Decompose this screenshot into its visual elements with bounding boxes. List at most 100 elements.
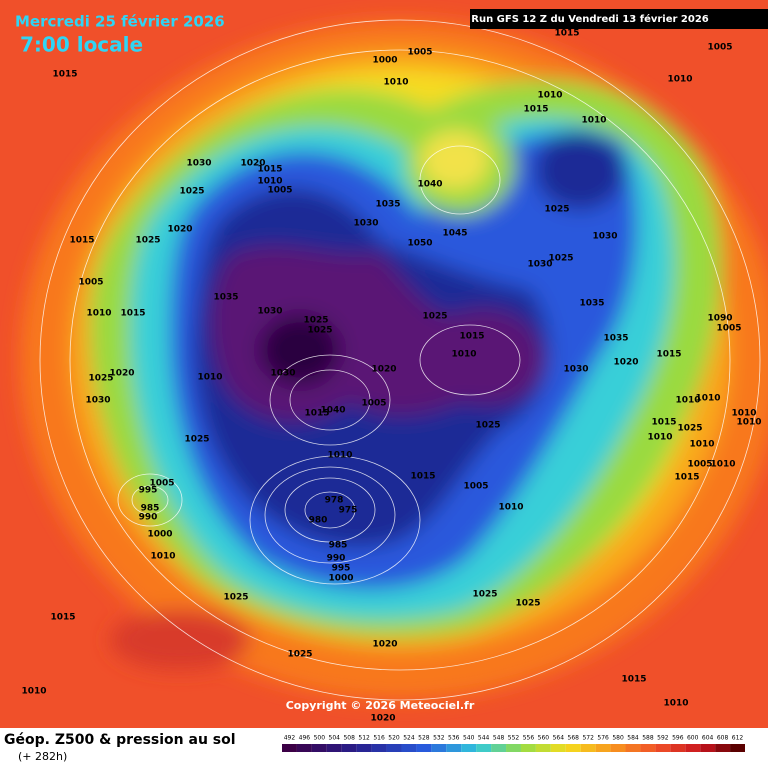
- pressure-label: 978: [325, 496, 344, 506]
- pressure-label: 1005: [78, 278, 103, 288]
- pressure-label: 1040: [417, 180, 442, 190]
- scale-label: 512: [358, 735, 370, 742]
- scale-label: 608: [717, 735, 729, 742]
- scale-label: 612: [732, 735, 744, 742]
- scale-swatch: [580, 744, 596, 752]
- pressure-label: 1010: [197, 373, 222, 383]
- legend-title: Géop. Z500 & pression au sol: [4, 732, 236, 748]
- pressure-label: 1010: [86, 309, 111, 319]
- scale-label: 520: [388, 735, 400, 742]
- scale-label: 500: [314, 735, 326, 742]
- scale-swatch: [282, 744, 297, 752]
- scale-label: 580: [612, 735, 624, 742]
- pressure-label: 1005: [267, 186, 292, 196]
- scale-swatch: [371, 744, 387, 752]
- pressure-label: 1025: [135, 236, 160, 246]
- scale-swatch: [520, 744, 536, 752]
- pressure-label: 1025: [677, 424, 702, 434]
- pressure-label: 1035: [375, 200, 400, 210]
- pressure-label: 1025: [472, 590, 497, 600]
- pressure-label: 1010: [689, 440, 714, 450]
- pressure-label: 1030: [85, 396, 110, 406]
- scale-swatch: [595, 744, 611, 752]
- pressure-label: 1010: [647, 433, 672, 443]
- scale-swatch: [356, 744, 372, 752]
- pressure-label: 1000: [328, 574, 353, 584]
- scale-label: 592: [657, 735, 669, 742]
- pressure-label: 1025: [88, 374, 113, 384]
- pressure-label: 1020: [370, 714, 395, 724]
- scale-label: 536: [448, 735, 460, 742]
- pressure-label: 1005: [687, 460, 712, 470]
- pressure-label: 1025: [184, 435, 209, 445]
- scale-label: 492: [284, 735, 296, 742]
- pressure-label: 1015: [523, 105, 548, 115]
- color-scale: 492 496 500 504 508 512 516 520 524 528 532 536 540 5…: [282, 735, 745, 752]
- pressure-label: 1010: [383, 78, 408, 88]
- scale-swatch: [326, 744, 342, 752]
- pressure-label: 1050: [407, 239, 432, 249]
- scale-swatch: [625, 744, 641, 752]
- pressure-label: 1025: [475, 421, 500, 431]
- pressure-label: 1040: [320, 406, 345, 416]
- scale-swatch: [670, 744, 686, 752]
- scale-label: 572: [582, 735, 594, 742]
- legend: Géop. Z500 & pression au sol (+ 282h) 49…: [4, 732, 745, 763]
- pressure-label: 1025: [287, 650, 312, 660]
- scale-swatch: [506, 744, 521, 752]
- run-label: Run GFS 12 Z du Vendredi 13 février 2026: [471, 13, 709, 25]
- pressure-label: 1090: [707, 314, 732, 324]
- scale-swatch: [685, 744, 701, 752]
- pressure-label: 1035: [603, 334, 628, 344]
- date-label: Mercredi 25 février 2026: [15, 13, 225, 31]
- pressure-label: 1020: [613, 358, 638, 368]
- pressure-label: 1020: [372, 640, 397, 650]
- pressure-label: 1010: [451, 350, 476, 360]
- pressure-label: 1030: [563, 365, 588, 375]
- pressure-label: 1010: [537, 91, 562, 101]
- pressure-label: 1010: [498, 503, 523, 513]
- pressure-label: 1035: [579, 299, 604, 309]
- scale-label: 584: [627, 735, 639, 742]
- copyright: Copyright © 2026 Meteociel.fr: [286, 699, 475, 712]
- pressure-label: 1005: [361, 399, 386, 409]
- scale-label: 504: [329, 735, 341, 742]
- pressure-label: 1000: [372, 56, 397, 66]
- pressure-label: 1020: [109, 369, 134, 379]
- scale-swatch: [476, 744, 492, 752]
- pressure-label: 1015: [304, 409, 329, 419]
- pressure-label: 1005: [716, 324, 741, 334]
- pressure-label: 1015: [674, 473, 699, 483]
- pressure-label: 1015: [651, 418, 676, 428]
- pressure-label: 1015: [656, 350, 681, 360]
- scale-swatch: [416, 744, 432, 752]
- scale-swatch: [401, 744, 417, 752]
- scale-label: 588: [642, 735, 654, 742]
- scale-swatch: [550, 744, 566, 752]
- pressure-label: 1015: [52, 70, 77, 80]
- scale-label: 560: [538, 735, 550, 742]
- scale-label: 496: [299, 735, 311, 742]
- lead-time: (+ 282h): [18, 750, 67, 763]
- pressure-label: 1015: [120, 309, 145, 319]
- pressure-label: 1010: [695, 394, 720, 404]
- pressure-label: 1015: [554, 29, 579, 39]
- run-box: [470, 9, 768, 29]
- scale-label: 552: [508, 735, 520, 742]
- scale-label: 508: [343, 735, 355, 742]
- scale-swatch: [491, 744, 507, 752]
- pressure-label: 1010: [675, 396, 700, 406]
- pressure-label: 980: [309, 516, 328, 526]
- pressure-label: 1010: [731, 409, 756, 419]
- scale-swatch: [446, 744, 462, 752]
- scale-swatch: [700, 744, 716, 752]
- pressure-label: 1030: [270, 369, 295, 379]
- pressure-label: 990: [139, 513, 158, 523]
- pressure-label: 1025: [544, 205, 569, 215]
- scale-label: 524: [403, 735, 415, 742]
- scale-swatch: [341, 744, 357, 752]
- scale-label: 516: [373, 735, 385, 742]
- scale-label: 604: [702, 735, 714, 742]
- scale-label: 540: [463, 735, 475, 742]
